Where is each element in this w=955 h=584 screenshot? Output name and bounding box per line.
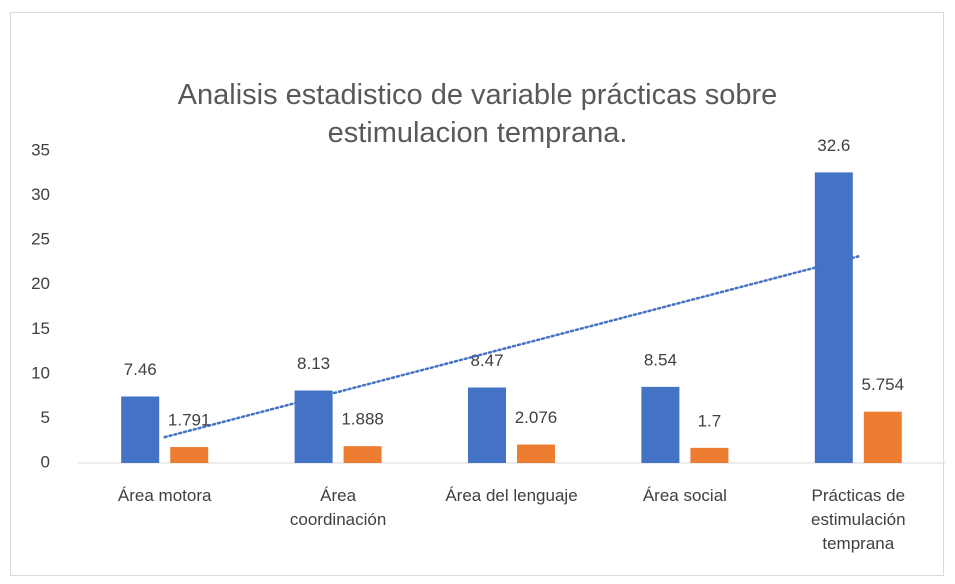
trendline — [163, 255, 860, 439]
y-tick-label: 30 — [31, 185, 50, 204]
bar — [641, 386, 680, 463]
x-tick-label: Prácticas de estimulación temprana — [811, 486, 906, 553]
chart-frame — [10, 12, 944, 576]
y-tick-label: 35 — [31, 140, 50, 159]
bar — [814, 172, 853, 463]
data-label: 1.7 — [698, 411, 722, 430]
chart-title: Analisis estadistico de variable práctic… — [177, 79, 778, 149]
bar — [468, 387, 506, 463]
bar — [690, 447, 729, 463]
y-tick-label: 25 — [31, 230, 50, 249]
y-tick-label: 10 — [31, 363, 50, 382]
data-label: 1.888 — [341, 410, 384, 429]
x-tick-label: Área social — [642, 486, 727, 505]
y-tick-label: 5 — [41, 408, 50, 427]
data-label: 8.54 — [644, 350, 677, 369]
bar — [170, 447, 209, 463]
y-tick-label: 0 — [41, 452, 50, 471]
bar — [121, 396, 160, 463]
data-label: 32.6 — [817, 136, 850, 155]
y-tick-label: 15 — [31, 319, 50, 338]
x-tick-label: Área del lenguaje — [445, 486, 578, 505]
x-tick-label: Área motora — [117, 486, 212, 505]
bar — [343, 446, 382, 463]
bar — [863, 411, 902, 463]
data-label: 7.46 — [124, 360, 157, 379]
data-label: 5.754 — [862, 375, 905, 394]
y-tick-label: 20 — [31, 274, 50, 293]
bar — [517, 444, 555, 463]
data-label: 8.13 — [297, 354, 330, 373]
x-tick-label: Área coordinación — [289, 486, 387, 529]
data-label: 1.791 — [168, 411, 211, 430]
data-label: 2.076 — [515, 408, 558, 427]
